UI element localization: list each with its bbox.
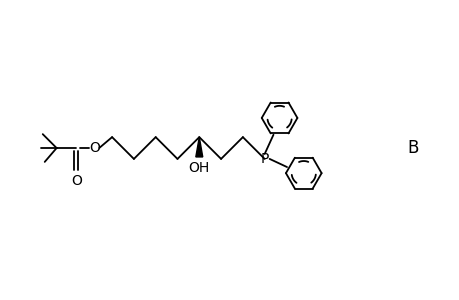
Text: B: B	[407, 139, 418, 157]
Text: O: O	[89, 141, 100, 155]
Text: OH: OH	[188, 161, 209, 175]
Text: O: O	[71, 174, 82, 188]
Polygon shape	[196, 137, 202, 157]
Text: P: P	[260, 152, 268, 166]
